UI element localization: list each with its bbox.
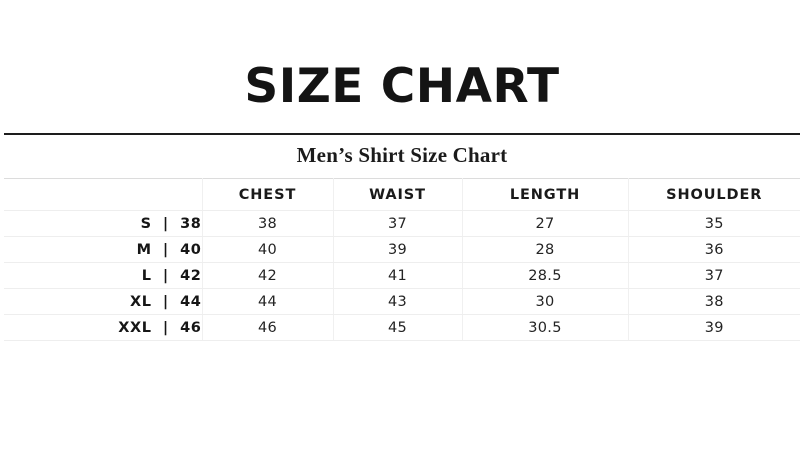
- cell-size: XXL | 46: [4, 314, 203, 341]
- cell-shoulder: 35: [628, 210, 800, 237]
- table-row: S | 38 38 37 27 35: [4, 210, 800, 237]
- cell-waist: 45: [333, 314, 463, 341]
- title-divider: [4, 133, 800, 135]
- cell-chest: 40: [202, 236, 334, 263]
- cell-waist: 39: [333, 236, 463, 263]
- cell-length: 28.5: [462, 262, 629, 289]
- page-title: SIZE CHART: [244, 59, 560, 114]
- column-header-shoulder: SHOULDER: [628, 178, 800, 211]
- cell-size: S | 38: [4, 210, 203, 237]
- cell-chest: 42: [202, 262, 334, 289]
- column-header-waist: WAIST: [333, 178, 463, 211]
- table-row: XXL | 46 46 45 30.5 39: [4, 314, 800, 341]
- cell-length: 30: [462, 288, 629, 315]
- size-table-container: CHEST WAIST LENGTH SHOULDER S | 38 38 37…: [4, 178, 800, 341]
- column-header-length: LENGTH: [462, 178, 629, 211]
- cell-shoulder: 38: [628, 288, 800, 315]
- table-row: L | 42 42 41 28.5 37: [4, 262, 800, 289]
- size-table-header: CHEST WAIST LENGTH SHOULDER: [4, 178, 800, 211]
- column-header-chest: CHEST: [202, 178, 334, 211]
- cell-shoulder: 39: [628, 314, 800, 341]
- column-header-size: [4, 178, 203, 211]
- size-table: CHEST WAIST LENGTH SHOULDER S | 38 38 37…: [4, 178, 800, 341]
- table-row: M | 40 40 39 28 36: [4, 236, 800, 263]
- cell-length: 28: [462, 236, 629, 263]
- cell-waist: 37: [333, 210, 463, 237]
- cell-length: 30.5: [462, 314, 629, 341]
- page-subtitle: Men’s Shirt Size Chart: [296, 143, 508, 167]
- cell-waist: 41: [333, 262, 463, 289]
- size-table-body: S | 38 38 37 27 35 M | 40 40 39 28 36 L …: [4, 210, 800, 341]
- cell-size: XL | 44: [4, 288, 203, 315]
- cell-chest: 44: [202, 288, 334, 315]
- cell-chest: 38: [202, 210, 334, 237]
- cell-shoulder: 36: [628, 236, 800, 263]
- cell-size: L | 42: [4, 262, 203, 289]
- cell-length: 27: [462, 210, 629, 237]
- cell-waist: 43: [333, 288, 463, 315]
- table-row: XL | 44 44 43 30 38: [4, 288, 800, 315]
- cell-size: M | 40: [4, 236, 203, 263]
- cell-shoulder: 37: [628, 262, 800, 289]
- table-header-row: CHEST WAIST LENGTH SHOULDER: [4, 178, 800, 211]
- cell-chest: 46: [202, 314, 334, 341]
